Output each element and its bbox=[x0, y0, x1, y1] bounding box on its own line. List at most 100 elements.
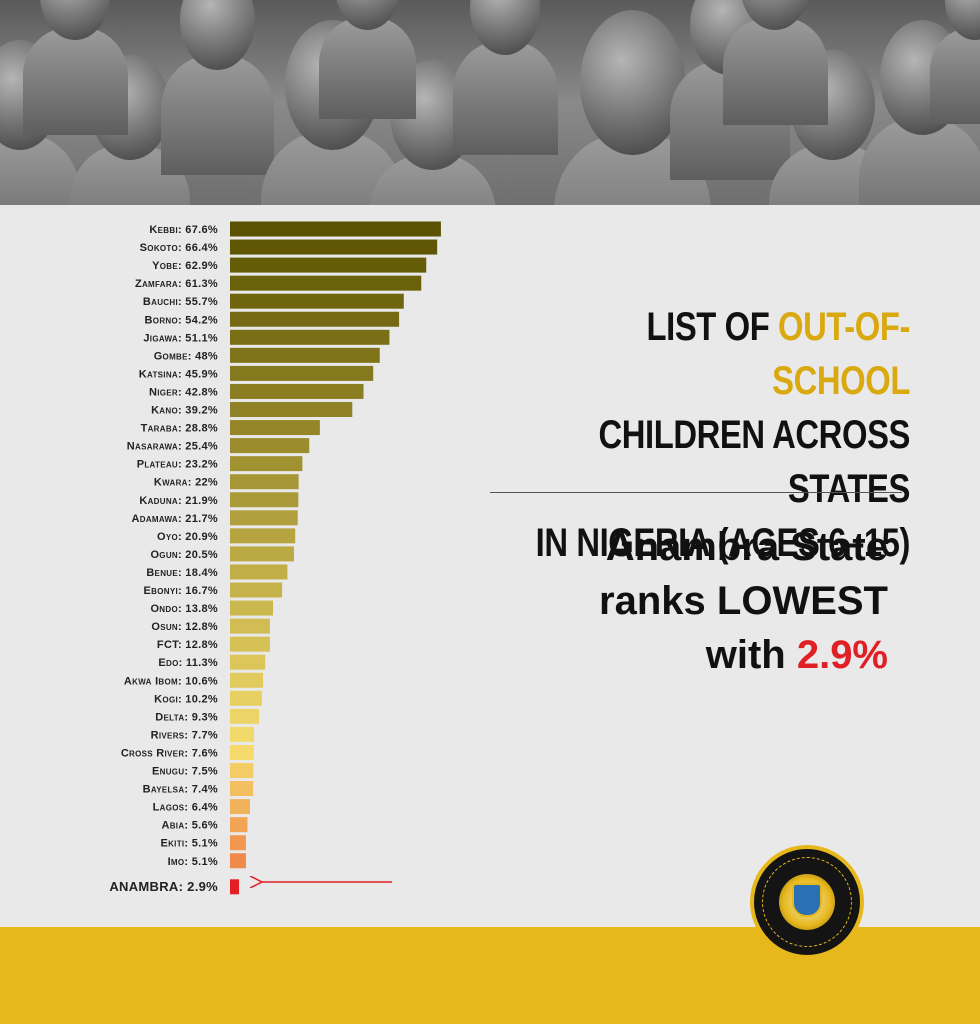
title-highlight: OUT-OF-SCHOOL bbox=[772, 305, 910, 403]
bar-label-plateau: Plateau: 23.2% bbox=[137, 459, 218, 471]
bar-osun bbox=[230, 618, 270, 634]
bar-label-kogi: Kogi: 10.2% bbox=[154, 693, 218, 705]
bar-nasarawa bbox=[230, 438, 310, 454]
title-line-1: LIST OF OUT-OF-SCHOOL bbox=[646, 305, 910, 403]
bar-label-benue: Benue: 18.4% bbox=[146, 567, 218, 579]
bar-label-lagos: Lagos: 6.4% bbox=[153, 802, 218, 814]
children-photo-banner bbox=[0, 0, 980, 205]
headline: Anambra State ranks LOWEST with 2.9% bbox=[470, 520, 888, 682]
bar-anambra bbox=[230, 879, 240, 895]
crowd-figure-body bbox=[722, 16, 828, 125]
bar-enugu bbox=[230, 763, 254, 778]
main-area bbox=[0, 205, 980, 927]
bar-kogi bbox=[230, 690, 262, 706]
chart-title: LIST OF OUT-OF-SCHOOL CHILDREN ACROSS ST… bbox=[516, 300, 911, 570]
bar-label-enugu: Enugu: 7.5% bbox=[152, 766, 218, 778]
bar-rivers bbox=[230, 726, 255, 742]
bar-label-zamfara: Zamfara: 61.3% bbox=[135, 278, 218, 290]
bar-gombe bbox=[230, 347, 380, 363]
bar-label-rivers: Rivers: 7.7% bbox=[151, 729, 218, 741]
bar-label-taraba: Taraba: 28.8% bbox=[141, 423, 218, 435]
bar-chart: Kebbi: 67.6% Sokoto: 66.4% Yobe: 62.9% Zamf… bbox=[109, 221, 441, 895]
bar-label-ondo: Ondo: 13.8% bbox=[150, 603, 218, 615]
bar-katsina bbox=[230, 365, 374, 381]
bars-group bbox=[230, 221, 441, 895]
bar-label-kaduna: Kaduna: 21.9% bbox=[139, 495, 218, 507]
bar-label-yobe: Yobe: 62.9% bbox=[152, 260, 218, 272]
bar-label-ogun: Ogun: 20.5% bbox=[150, 549, 218, 561]
bar-label-imo: Imo: 5.1% bbox=[168, 856, 218, 868]
bar-taraba bbox=[230, 420, 320, 436]
title-line-3: IN NIGERIA (AGES 6–15) bbox=[535, 521, 911, 565]
coat-of-arms-icon bbox=[792, 883, 822, 917]
bar-label-akwa-ibom: Akwa Ibom: 10.6% bbox=[124, 675, 218, 687]
headline-line-3: with 2.9% bbox=[705, 633, 888, 677]
bar-abia bbox=[230, 817, 248, 833]
bar-label-edo: Edo: 11.3% bbox=[158, 657, 218, 669]
bar-edo bbox=[230, 654, 266, 670]
bar-label-bauchi: Bauchi: 55.7% bbox=[143, 296, 218, 308]
bar-label-kano: Kano: 39.2% bbox=[151, 405, 218, 417]
crowd-figure-body bbox=[930, 28, 980, 124]
bar-borno bbox=[230, 311, 400, 327]
bar-delta bbox=[230, 708, 260, 724]
bar-lagos bbox=[230, 799, 250, 815]
bar-akwa-ibom bbox=[230, 672, 264, 688]
bar-label-gombe: Gombe: 48% bbox=[154, 350, 218, 362]
bar-benue bbox=[230, 564, 288, 580]
crowd-figure-body bbox=[22, 26, 128, 135]
bar-label-nasarawa: Nasarawa: 25.4% bbox=[127, 441, 218, 453]
bar-fct bbox=[230, 636, 270, 652]
bar-kaduna bbox=[230, 492, 299, 508]
bar-label-borno: Borno: 54.2% bbox=[145, 314, 218, 326]
title-line-2: CHILDREN ACROSS STATES bbox=[598, 413, 910, 511]
bar-cross-river bbox=[230, 744, 254, 760]
bar-label-cross-river: Cross River: 7.6% bbox=[121, 747, 218, 759]
bar-yobe bbox=[230, 257, 427, 273]
bar-ekiti bbox=[230, 835, 246, 851]
bar-imo bbox=[230, 853, 246, 869]
bar-label-katsina: Katsina: 45.9% bbox=[139, 368, 218, 380]
bar-ondo bbox=[230, 600, 274, 616]
bar-label-abia: Abia: 5.6% bbox=[161, 820, 218, 832]
anambra-government-seal bbox=[750, 845, 864, 959]
headline-value: 2.9% bbox=[796, 633, 888, 677]
headline-line-1: Anambra State bbox=[605, 525, 888, 569]
bar-kwara bbox=[230, 474, 299, 490]
crowd-figure-head bbox=[580, 10, 685, 155]
bar-ebonyi bbox=[230, 582, 283, 598]
headline-line-2: ranks LOWEST bbox=[599, 579, 888, 623]
bar-label-jigawa: Jigawa: 51.1% bbox=[143, 332, 218, 344]
crowd-figure-body bbox=[452, 40, 558, 155]
title-divider bbox=[490, 492, 902, 493]
seal-ring bbox=[762, 857, 852, 947]
bar-sokoto bbox=[230, 239, 438, 255]
bar-label-anambra: ANAMBRA: 2.9% bbox=[109, 879, 218, 894]
crowd-figure-body bbox=[161, 55, 274, 175]
bar-jigawa bbox=[230, 329, 390, 345]
bar-plateau bbox=[230, 456, 303, 472]
bar-label-adamawa: Adamawa: 21.7% bbox=[132, 513, 219, 525]
bar-niger bbox=[230, 383, 364, 399]
bar-adamawa bbox=[230, 510, 298, 526]
bar-label-ekiti: Ekiti: 5.1% bbox=[160, 838, 218, 850]
bar-kebbi bbox=[230, 221, 441, 237]
bar-zamfara bbox=[230, 275, 422, 291]
bar-label-delta: Delta: 9.3% bbox=[155, 711, 218, 723]
bar-label-kwara: Kwara: 22% bbox=[154, 477, 218, 489]
bar-label-niger: Niger: 42.8% bbox=[149, 386, 218, 398]
bar-kano bbox=[230, 402, 353, 417]
bar-label-sokoto: Sokoto: 66.4% bbox=[140, 242, 218, 254]
bar-bayelsa bbox=[230, 781, 254, 797]
bar-label-fct: FCT: 12.8% bbox=[157, 639, 218, 651]
bar-label-bayelsa: Bayelsa: 7.4% bbox=[143, 784, 218, 796]
bar-label-ebonyi: Ebonyi: 16.7% bbox=[144, 585, 218, 597]
bar-label-kebbi: Kebbi: 67.6% bbox=[149, 224, 218, 236]
bar-label-oyo: Oyo: 20.9% bbox=[157, 531, 218, 543]
bar-label-osun: Osun: 12.8% bbox=[151, 621, 218, 633]
tick-labels-group: Kebbi: 67.6% Sokoto: 66.4% Yobe: 62.9% Zamf… bbox=[109, 224, 219, 894]
bar-bauchi bbox=[230, 293, 404, 309]
bar-oyo bbox=[230, 528, 296, 544]
crowd-figure-body bbox=[318, 17, 417, 120]
bar-ogun bbox=[230, 546, 294, 562]
